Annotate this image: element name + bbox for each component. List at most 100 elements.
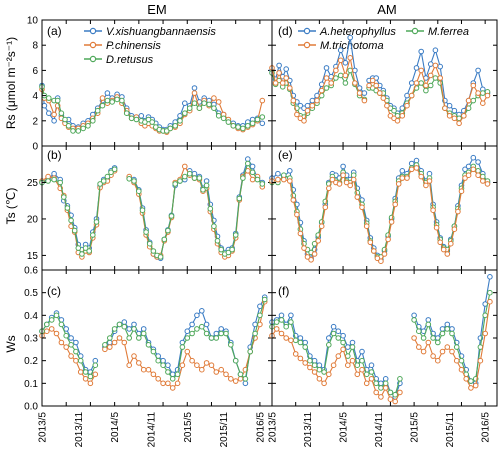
data-point (165, 369, 171, 375)
data-point (368, 362, 375, 369)
data-point (172, 123, 178, 129)
data-point (444, 326, 451, 332)
data-point (53, 330, 60, 337)
data-point (340, 332, 346, 339)
data-point (161, 236, 168, 243)
data-point (451, 115, 458, 122)
data-point (423, 87, 429, 94)
data-point (354, 194, 361, 200)
data-point (139, 207, 146, 213)
data-point (287, 178, 293, 184)
data-point (276, 70, 282, 76)
data-point (411, 317, 417, 323)
data-point (343, 179, 350, 186)
data-point (133, 116, 140, 123)
data-point (54, 97, 61, 104)
y-tick-label: 20 (27, 214, 39, 225)
legend-am: A.heterophyllus M.ferrea M.trichotoma (298, 26, 469, 52)
data-point (465, 163, 472, 170)
data-point (208, 335, 215, 341)
data-point (349, 357, 356, 364)
data-point (470, 166, 477, 173)
data-point (418, 67, 425, 74)
data-point (337, 72, 344, 79)
legend-marker-am-2 (303, 41, 311, 49)
data-point (189, 321, 195, 328)
x-tick-label: 2016/5 (255, 412, 266, 443)
data-point (484, 181, 491, 187)
data-point (215, 113, 222, 119)
data-point (444, 344, 451, 350)
data-point (46, 95, 52, 101)
data-point (184, 328, 191, 335)
data-point (51, 111, 57, 118)
data-point (194, 362, 200, 369)
data-point (426, 178, 433, 184)
data-point (211, 95, 217, 101)
data-point (487, 298, 493, 305)
data-point (404, 92, 410, 99)
data-point (196, 175, 203, 181)
x-tick-label: 2014/11 (146, 412, 157, 448)
data-point (184, 348, 191, 355)
data-point (261, 296, 268, 303)
data-point (361, 90, 368, 96)
data-point (470, 82, 477, 89)
series-line-2 (368, 64, 488, 124)
data-point (182, 163, 188, 170)
data-point (326, 185, 332, 192)
data-point (316, 362, 323, 369)
data-point (236, 195, 243, 202)
data-point (218, 326, 224, 332)
data-point (304, 254, 311, 260)
data-point (174, 380, 181, 387)
data-point (63, 344, 69, 350)
data-point (254, 116, 261, 123)
data-point (309, 102, 316, 109)
data-point (321, 380, 327, 387)
y-tick-label: 2 (32, 116, 38, 127)
data-point (245, 160, 251, 167)
data-point (123, 110, 130, 116)
data-point (191, 90, 198, 96)
data-point (63, 332, 69, 339)
data-point (446, 113, 453, 119)
data-point (259, 181, 266, 187)
data-point (126, 362, 132, 369)
data-point (242, 380, 249, 387)
data-point (435, 357, 441, 364)
data-point (82, 245, 89, 251)
data-point (302, 360, 309, 366)
y-axis-title-ts: Ts (℃) (4, 188, 18, 225)
data-point (381, 251, 388, 257)
data-point (453, 344, 460, 350)
data-point (340, 163, 346, 170)
data-point (453, 357, 460, 364)
data-point (77, 369, 84, 375)
data-point (437, 239, 444, 246)
y-tick-label: 0.2 (24, 356, 38, 367)
panel-d (269, 19, 498, 147)
data-point (157, 254, 164, 260)
y-tick-label: 15 (27, 251, 39, 262)
data-point (449, 348, 455, 355)
x-tick-label: 2015/5 (410, 412, 421, 443)
legend-marker-em-2 (89, 55, 97, 63)
data-point (168, 213, 175, 219)
series-line-1 (271, 319, 401, 396)
data-point (418, 80, 425, 86)
data-point (44, 321, 50, 328)
data-point (323, 85, 330, 91)
data-point (165, 362, 171, 369)
data-point (329, 176, 336, 183)
data-point (93, 219, 100, 225)
data-point (283, 75, 290, 81)
data-point (126, 335, 132, 341)
data-point (87, 380, 94, 387)
data-point (465, 172, 472, 178)
data-point (92, 357, 99, 364)
data-point (218, 246, 224, 253)
data-point (140, 326, 147, 332)
data-point (116, 321, 123, 328)
data-point (215, 99, 222, 105)
